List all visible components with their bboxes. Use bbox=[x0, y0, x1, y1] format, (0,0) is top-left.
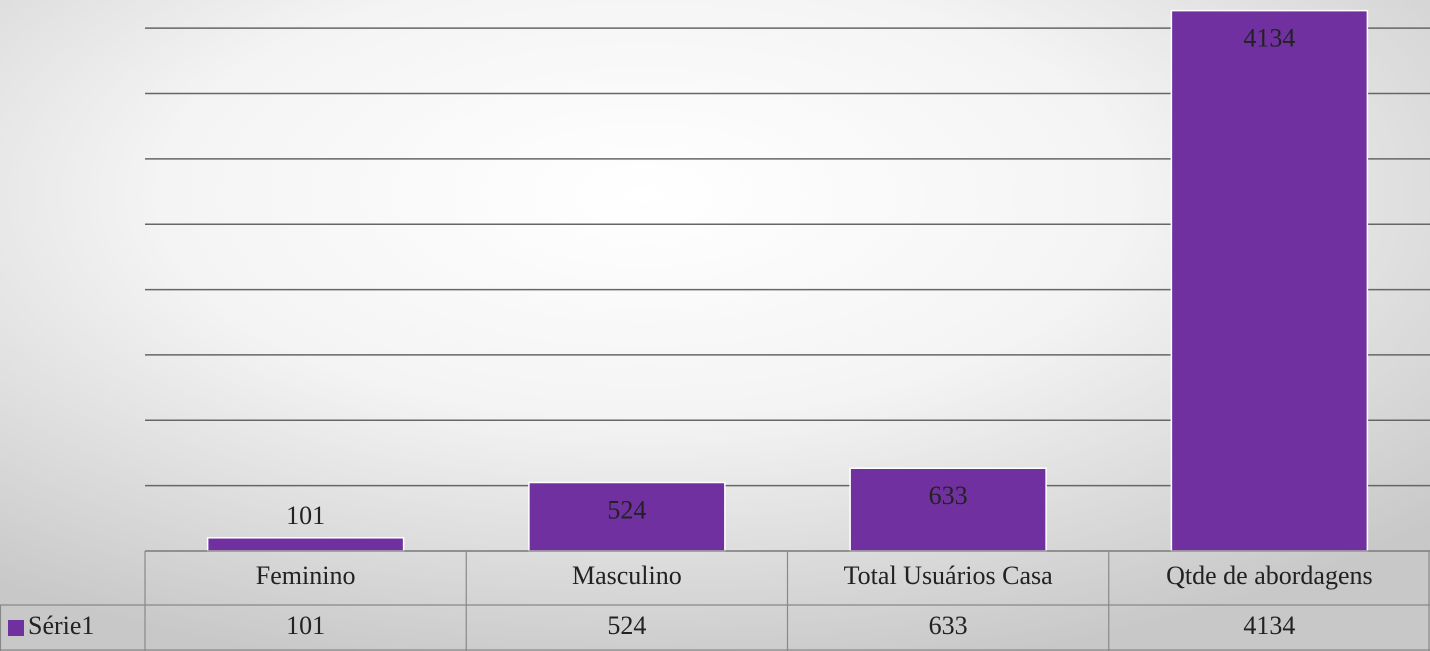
x-tick-label: Qtde de abordagens bbox=[1166, 561, 1372, 590]
bar bbox=[206, 537, 405, 552]
table-value: 4134 bbox=[1243, 611, 1295, 640]
x-tick-label: Masculino bbox=[572, 561, 682, 590]
x-tick-label: Total Usuários Casa bbox=[844, 561, 1053, 590]
x-tick-label: Feminino bbox=[256, 561, 356, 590]
bar bbox=[849, 467, 1047, 552]
data-label: 524 bbox=[607, 495, 646, 524]
table-value: 633 bbox=[929, 611, 968, 640]
bar bbox=[1170, 9, 1369, 552]
legend-swatch bbox=[8, 620, 24, 636]
table-value: 524 bbox=[607, 611, 646, 640]
data-label: 101 bbox=[286, 501, 325, 530]
bar bbox=[528, 481, 726, 552]
data-label: 633 bbox=[929, 481, 968, 510]
legend-label: Série1 bbox=[28, 611, 94, 640]
table-value: 101 bbox=[286, 611, 325, 640]
data-label: 4134 bbox=[1243, 24, 1295, 53]
